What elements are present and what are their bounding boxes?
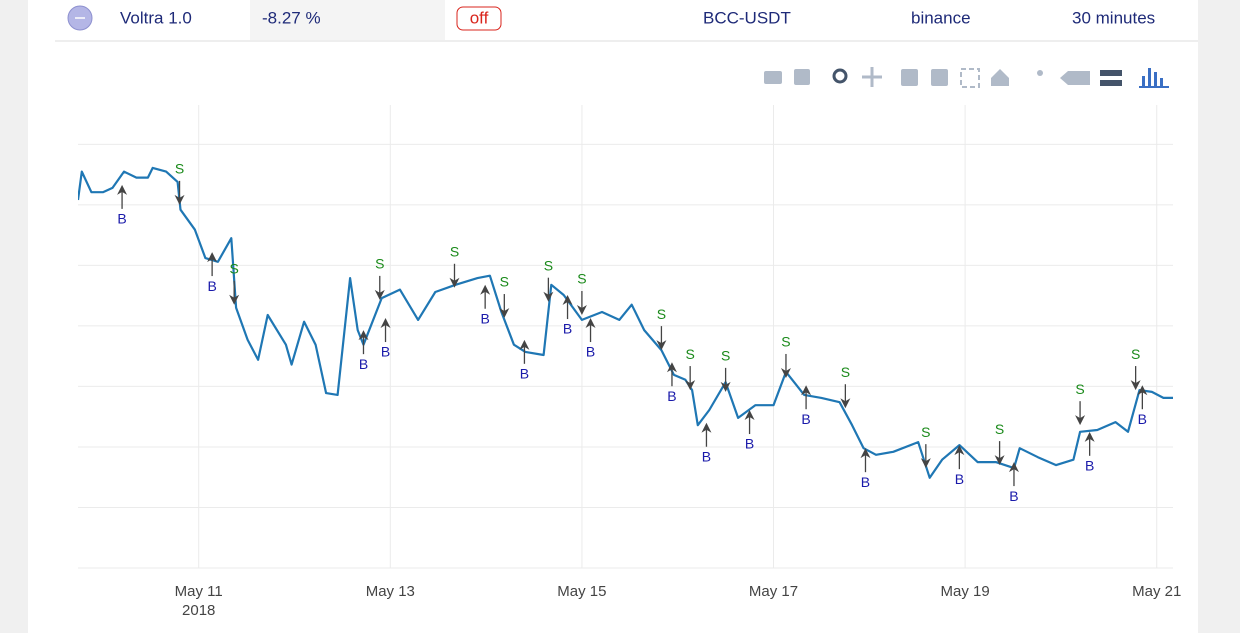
sell-label: S — [841, 364, 850, 380]
signal-arrowhead — [701, 422, 712, 433]
sell-label: S — [229, 260, 238, 276]
buy-label: B — [801, 411, 810, 427]
x-tick-label: May 11 2018 — [175, 583, 223, 619]
signal-arrowhead — [860, 448, 871, 459]
buy-label: B — [745, 436, 754, 452]
hover-compare-icon[interactable] — [1100, 70, 1122, 86]
signal-arrowhead — [543, 291, 554, 302]
exchange: binance — [911, 8, 971, 27]
buy-label: B — [359, 356, 368, 372]
sell-label: S — [500, 274, 509, 290]
sell-label: S — [544, 257, 553, 273]
save-icon[interactable] — [794, 69, 810, 85]
buy-label: B — [1009, 488, 1018, 504]
pan-icon[interactable] — [862, 67, 882, 87]
plotly-logo[interactable] — [1139, 68, 1169, 88]
buy-label: B — [1085, 458, 1094, 474]
signal-arrowhead — [656, 340, 667, 351]
signal-arrowhead — [480, 284, 491, 295]
header: Voltra 1.0 -8.27 % off BCC-USDT binance … — [67, 0, 1155, 40]
signal-arrowhead — [840, 398, 851, 409]
buy-label: B — [117, 211, 126, 227]
buy-label: B — [667, 388, 676, 404]
sell-label: S — [781, 334, 790, 350]
signal-arrowhead — [1084, 431, 1095, 442]
camera-icon[interactable] — [764, 71, 782, 84]
signal-arrowhead — [666, 362, 677, 373]
zoom-out-icon[interactable] — [931, 69, 948, 86]
signal-arrowhead — [499, 308, 510, 319]
status: off — [470, 8, 489, 27]
signal-arrowhead — [519, 339, 530, 350]
x-tick-label: May 13 — [366, 583, 415, 600]
sell-label: S — [921, 424, 930, 440]
signal-arrowhead — [174, 194, 185, 205]
signal-arrowhead — [374, 289, 385, 300]
buy-label: B — [702, 448, 711, 464]
signal-arrowhead — [1130, 380, 1141, 391]
buy-label: B — [207, 278, 216, 294]
change-cell — [250, 0, 445, 40]
signal-arrowhead — [744, 410, 755, 421]
signal-arrowhead — [449, 277, 460, 288]
x-tick-label: May 15 — [557, 583, 606, 600]
sell-label: S — [375, 256, 384, 272]
signal-arrowhead — [1008, 462, 1019, 473]
signal-arrowhead — [780, 367, 791, 378]
pair: BCC-USDT — [703, 8, 791, 27]
status-button[interactable] — [456, 6, 502, 31]
sell-label: S — [450, 243, 459, 259]
buy-label: B — [381, 344, 390, 360]
signal-arrowhead — [207, 252, 218, 263]
signal-arrowhead — [117, 184, 128, 195]
sell-label: S — [1131, 346, 1140, 362]
sell-label: S — [995, 421, 1004, 437]
buy-label: B — [520, 366, 529, 382]
signal-arrowhead — [801, 385, 812, 396]
zoom-in-icon[interactable] — [901, 69, 918, 86]
buy-label: B — [955, 471, 964, 487]
buy-label: B — [1138, 411, 1147, 427]
sell-label: S — [577, 271, 586, 287]
sell-label: S — [1075, 381, 1084, 397]
x-tick-label: May 17 — [749, 583, 798, 600]
buy-label: B — [861, 474, 870, 490]
signal-arrowhead — [720, 381, 731, 392]
signal-arrowhead — [358, 330, 369, 341]
plot: May 11 2018 May 13 May 15 May 17 May 19 May 21… — [78, 105, 1181, 619]
hover-closest-icon[interactable] — [1060, 71, 1090, 85]
x-tick-label: May 19 — [941, 583, 990, 600]
bot-name: Voltra 1.0 — [120, 8, 192, 27]
sell-label: S — [721, 348, 730, 364]
sell-label: S — [685, 346, 694, 362]
buy-label: B — [480, 310, 489, 326]
signal-arrowhead — [1137, 385, 1148, 396]
change: -8.27 % — [262, 8, 321, 27]
spike-icon[interactable] — [1037, 70, 1043, 76]
sell-label: S — [657, 306, 666, 322]
toolbar — [764, 67, 1169, 88]
signal-arrowhead — [380, 318, 391, 329]
signal-arrowhead — [229, 294, 240, 305]
signal-arrowhead — [994, 455, 1005, 466]
zoom-icon[interactable] — [832, 68, 848, 84]
buy-label: B — [586, 344, 595, 360]
signal-arrowhead — [585, 318, 596, 329]
interval: 30 minutes — [1072, 8, 1155, 27]
x-tick-label: May 21 — [1132, 583, 1181, 600]
signal-arrowhead — [562, 295, 573, 306]
home-icon[interactable] — [991, 69, 1009, 86]
signal-arrowhead — [1075, 415, 1086, 426]
signal-arrowhead — [685, 380, 696, 391]
sell-label: S — [175, 161, 184, 177]
buy-label: B — [563, 321, 572, 337]
autoscale-icon[interactable] — [960, 68, 980, 88]
signal-arrowhead — [954, 445, 965, 456]
signal-arrowhead — [576, 305, 587, 316]
signal-arrowhead — [920, 458, 931, 469]
